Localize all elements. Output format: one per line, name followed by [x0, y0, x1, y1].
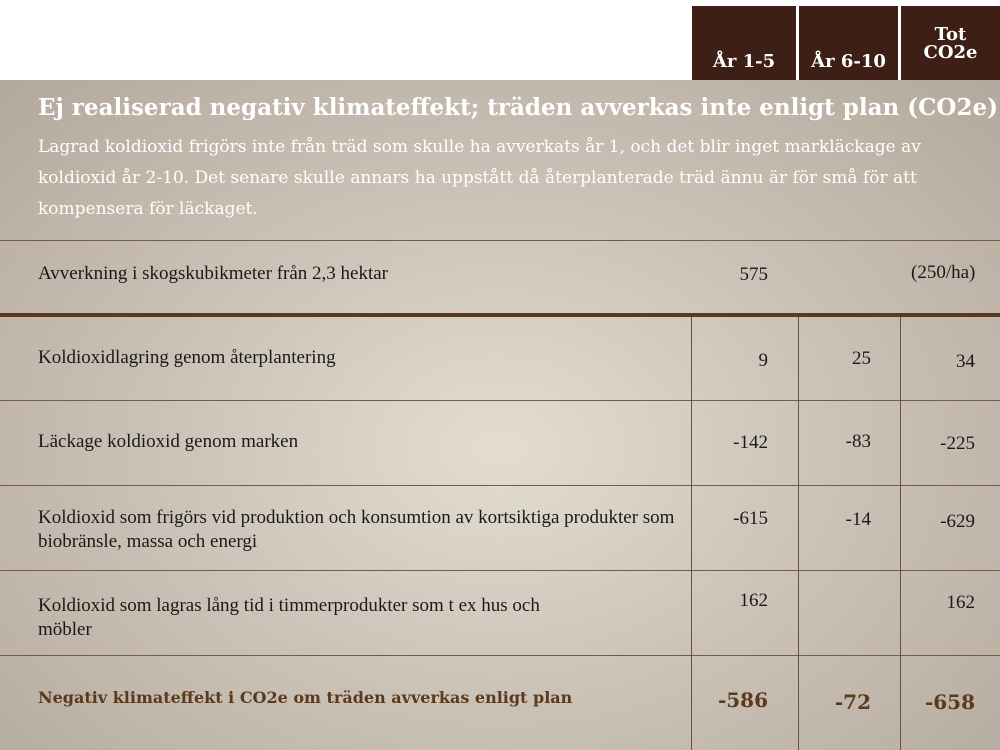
- row-label: Läckage koldioxid genom marken: [38, 431, 299, 452]
- row-value-y1-5: 162: [739, 590, 769, 611]
- divider: [0, 485, 1000, 486]
- row-value-total: -629: [940, 511, 975, 532]
- harvest-note: (250/ha): [911, 262, 976, 283]
- row-value-y6-10: -14: [845, 509, 871, 530]
- table-panel: [0, 80, 1000, 750]
- total-value-total: -658: [924, 690, 975, 714]
- thick-divider: [0, 313, 1000, 317]
- table-description: Lagrad koldioxid frigörs inte från träd …: [38, 137, 921, 219]
- column-divider: [798, 317, 799, 750]
- row-label: Koldioxidlagring genom återplantering: [38, 347, 336, 368]
- header-tot-line2: CO2e: [923, 42, 978, 63]
- divider: [0, 655, 1000, 656]
- row-label: Koldioxid som lagras lång tid i timmerpr…: [38, 595, 540, 640]
- row-value-y1-5: -615: [733, 508, 768, 529]
- header-tot-line1: Tot: [934, 24, 967, 45]
- table-title: Ej realiserad negativ klimateffekt; träd…: [38, 94, 998, 121]
- column-divider: [691, 317, 692, 750]
- row-label: Koldioxid som frigörs vid produktion och…: [38, 507, 675, 552]
- total-value-y1-5: -586: [717, 688, 768, 712]
- harvest-label: Avverkning i skogskubikmeter från 2,3 he…: [38, 263, 389, 284]
- total-label: Negativ klimateffekt i CO2e om träden av…: [38, 688, 573, 707]
- column-header-years-1-5: År 1-5: [692, 6, 796, 80]
- row-value-y6-10: -83: [845, 431, 871, 452]
- row-value-y1-5: -142: [733, 432, 768, 453]
- divider: [0, 240, 1000, 241]
- row-value-y6-10: 25: [852, 348, 871, 369]
- column-header-years-6-10: År 6-10: [799, 6, 898, 80]
- row-value-total: 162: [946, 592, 976, 613]
- row-value-total: 34: [956, 351, 975, 372]
- row-value-total: -225: [940, 433, 975, 454]
- divider: [0, 400, 1000, 401]
- harvest-value: 575: [739, 264, 769, 285]
- row-value-y1-5: 9: [758, 350, 769, 371]
- total-value-y6-10: -72: [834, 690, 871, 714]
- column-divider: [900, 317, 901, 750]
- column-header-total-co2e: Tot CO2e: [901, 6, 1000, 80]
- divider: [0, 570, 1000, 571]
